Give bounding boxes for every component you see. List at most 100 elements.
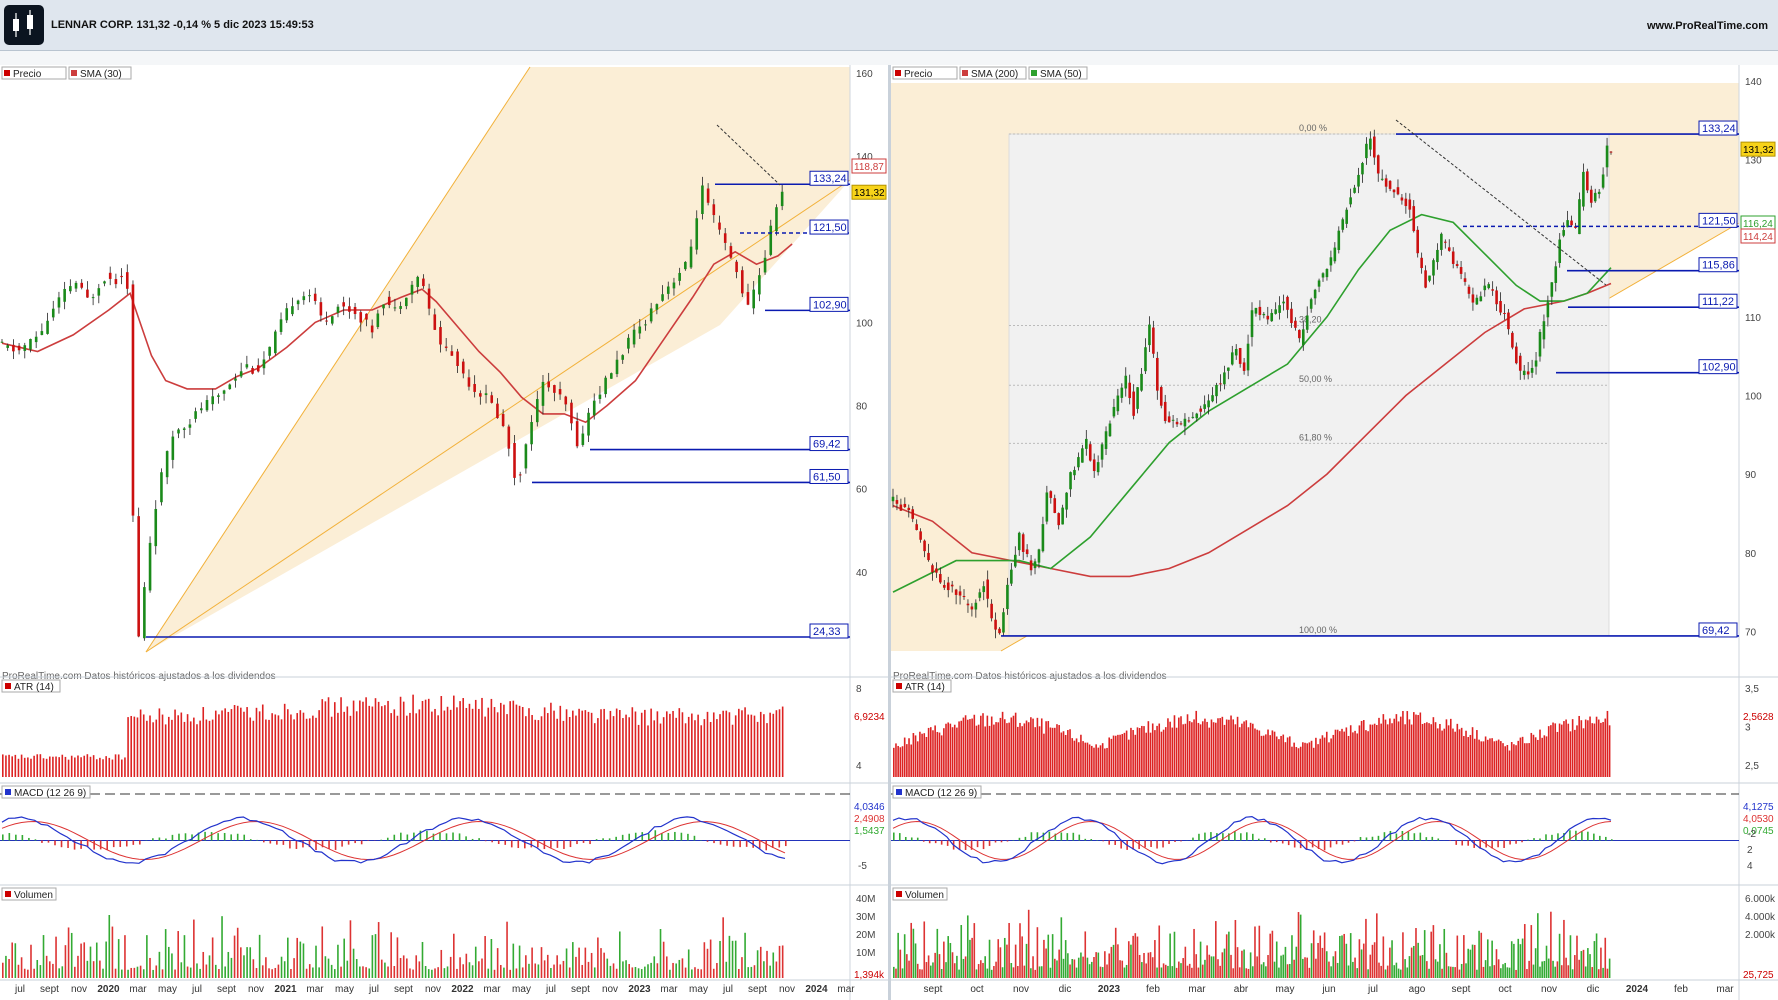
volume-bar	[52, 963, 54, 978]
atr-bar	[956, 727, 958, 777]
volume-bar	[537, 964, 540, 978]
x-axis-label: jul	[368, 984, 379, 995]
volume-bar	[481, 958, 483, 978]
volume-bar	[139, 965, 142, 978]
atr-bar	[509, 701, 511, 777]
left-chart[interactable]: 160140100806040133,24121,50102,9069,4261…	[0, 65, 888, 1000]
atr-bar	[1491, 738, 1493, 777]
volume-bar	[387, 966, 389, 978]
atr-bar	[940, 735, 943, 777]
candle-body	[1069, 472, 1072, 490]
atr-bar	[45, 758, 48, 777]
candle-body	[74, 282, 78, 289]
volume-bar	[421, 941, 424, 978]
macd-histogram-bar	[295, 840, 298, 849]
macd-histogram-bar	[15, 834, 17, 841]
candle-body	[1451, 251, 1455, 264]
x-axis-label: sept	[1452, 984, 1471, 995]
atr-bar	[152, 722, 154, 777]
candle-body	[353, 306, 357, 315]
candle-body	[1503, 312, 1506, 314]
x-axis-label: jul	[722, 984, 733, 995]
atr-bar	[1415, 714, 1417, 777]
candle-body	[1073, 469, 1076, 476]
atr-bar	[33, 755, 35, 777]
candle-body	[160, 472, 163, 503]
candle-body	[923, 540, 926, 552]
volume-bar	[1269, 933, 1272, 978]
volume-bar	[346, 960, 349, 978]
macd-histogram-bar	[1503, 840, 1505, 848]
volume-bar	[183, 935, 186, 978]
candle-body	[729, 246, 733, 258]
atr-bar	[1280, 735, 1282, 777]
atr-bar	[121, 759, 123, 777]
macd-histogram-bar	[1269, 840, 1272, 843]
atr-bar	[1467, 737, 1469, 777]
candle-body	[1546, 302, 1550, 318]
volume-bar	[27, 969, 29, 978]
atr-bar	[1319, 738, 1322, 777]
volume-bar	[756, 950, 759, 978]
volume-bar	[1025, 943, 1028, 978]
macd-histogram-bar	[1611, 839, 1613, 841]
atr-bar	[1308, 742, 1311, 777]
candle-body	[935, 568, 938, 573]
volume-bar	[947, 936, 949, 978]
volume-bar	[1456, 935, 1459, 978]
candle-body	[942, 585, 946, 588]
volume-bar	[1038, 966, 1041, 978]
macd-histogram-bar	[934, 840, 937, 844]
atr-bar	[1432, 717, 1435, 777]
volume-bar	[908, 960, 910, 978]
atr-bar	[1556, 731, 1559, 777]
volume-bar	[550, 968, 552, 978]
atr-bar	[550, 702, 552, 777]
macd-histogram-bar	[524, 840, 526, 849]
volume-bar	[1458, 969, 1461, 978]
volume-bar	[975, 969, 978, 978]
atr-bar	[969, 719, 971, 777]
macd-histogram-bar	[641, 832, 644, 841]
atr-bar	[1439, 723, 1441, 777]
x-axis-label: nov	[602, 984, 618, 995]
atr-bar	[393, 709, 396, 777]
atr-bar	[1151, 723, 1154, 777]
volume-bar	[1077, 957, 1080, 978]
macd-value-tag: 1,5437	[854, 826, 885, 837]
atr-bar	[305, 718, 308, 777]
atr-bar	[86, 754, 89, 777]
volume-bar	[211, 937, 214, 978]
volume-bar	[1482, 966, 1485, 978]
price-legend: Precio SMA (30)	[1, 66, 132, 80]
macd-histogram-bar	[910, 837, 913, 841]
macd-histogram-bar	[1048, 831, 1051, 841]
atr-bar	[1397, 721, 1400, 777]
macd-histogram-bar	[60, 840, 63, 848]
macd-histogram-bar	[1341, 840, 1344, 845]
atr-bar	[1358, 725, 1361, 777]
volume-bar	[484, 936, 486, 978]
x-axis-label: ago	[1409, 984, 1426, 995]
macd-histogram-bar	[119, 840, 122, 847]
macd-histogram-bar	[563, 840, 565, 849]
atr-bar	[731, 724, 734, 777]
candle-body	[200, 408, 203, 411]
candle-body	[17, 345, 21, 351]
x-axis-label: jul	[191, 984, 202, 995]
sma-price-label: 118,87	[854, 162, 884, 173]
candle-body	[376, 313, 380, 328]
atr-bar	[1188, 721, 1191, 777]
atr-bar	[949, 723, 952, 777]
candle-body	[359, 312, 363, 323]
volume-bar	[1288, 963, 1291, 978]
chart-divider[interactable]	[888, 65, 891, 1000]
atr-bar	[39, 754, 42, 777]
volume-bar	[1247, 968, 1250, 978]
atr-bar	[474, 699, 477, 777]
atr-bar	[559, 705, 562, 777]
site-link[interactable]: www.ProRealTime.com	[1646, 20, 1768, 32]
volume-bar	[1552, 960, 1554, 978]
volume-bar	[1132, 935, 1134, 978]
